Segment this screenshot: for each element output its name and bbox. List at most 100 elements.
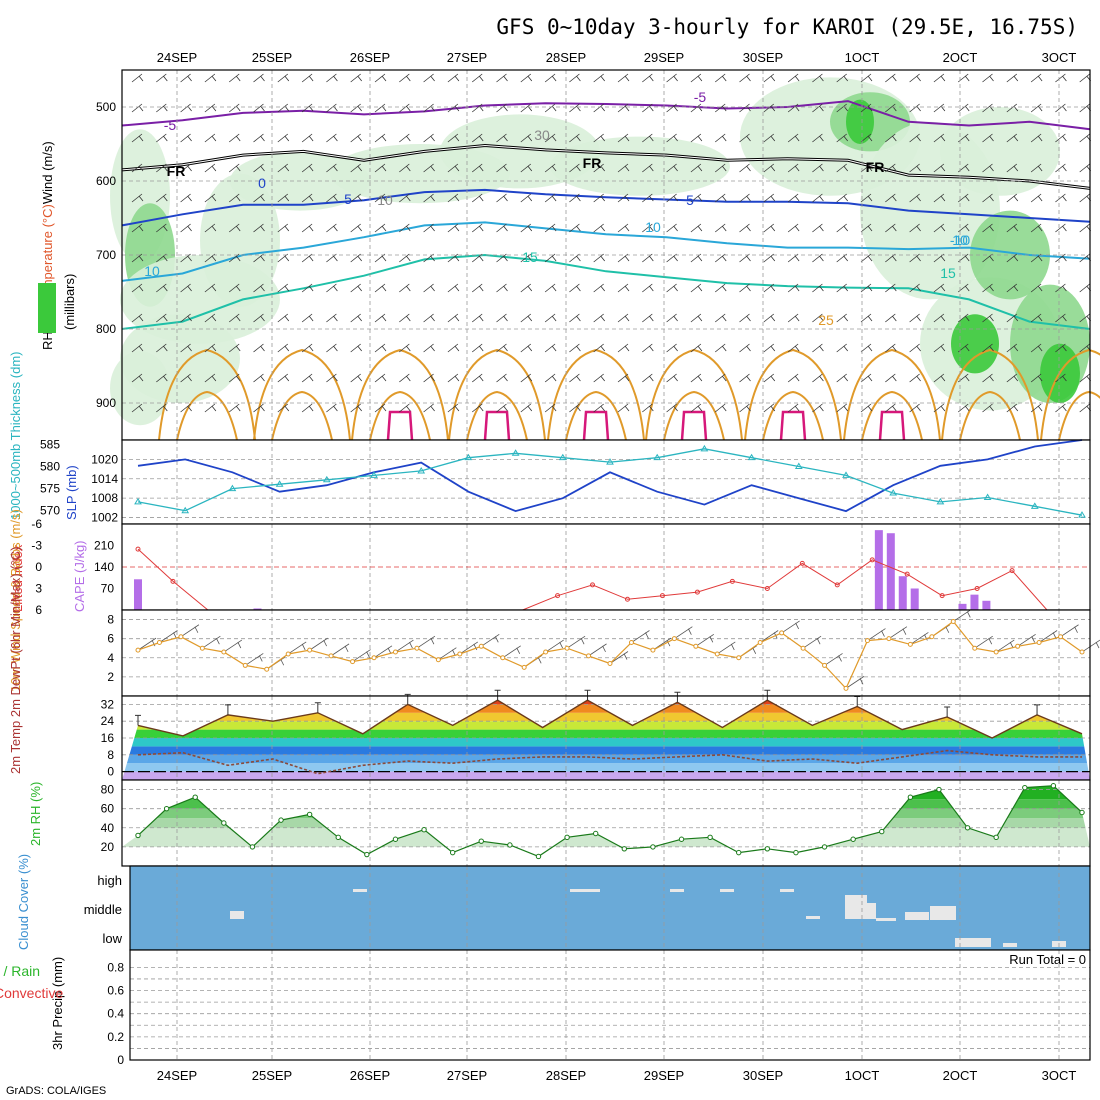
thickness-axis-label: 1000~500mb Thickness (dm) xyxy=(8,352,23,521)
wind-barb xyxy=(399,373,411,383)
wind10m-barb xyxy=(781,620,800,634)
rh2m-marker xyxy=(592,830,599,837)
wind-barb xyxy=(933,163,946,173)
wind-barb xyxy=(326,343,338,353)
wind-barb xyxy=(253,283,265,293)
wind-barb xyxy=(569,343,581,353)
wind-barb xyxy=(836,403,849,413)
cloud-block xyxy=(955,938,991,947)
wind-barb xyxy=(860,73,873,83)
wind-speed-marker xyxy=(1079,649,1085,655)
wind-barb xyxy=(374,403,387,413)
wind-barb xyxy=(909,313,921,323)
wind10m-barb xyxy=(223,639,243,653)
cape-tick: 210 xyxy=(94,539,114,553)
wind-barb xyxy=(520,193,533,203)
wind-barb xyxy=(447,343,460,353)
wind-barb xyxy=(544,73,557,83)
wind-barb xyxy=(763,373,776,383)
wind-barb xyxy=(131,403,144,413)
wind-barb xyxy=(423,313,435,323)
wind-speed-marker xyxy=(478,643,484,649)
wind-barb xyxy=(569,73,581,83)
cloud-panel: high middle low Cloud Cover (%) xyxy=(16,854,1091,951)
wind-barb xyxy=(982,283,994,293)
wind10m-barb xyxy=(245,653,264,666)
wind-barb xyxy=(739,193,751,203)
rh2m-marker xyxy=(335,834,341,841)
precip-tick: 0.4 xyxy=(107,1007,124,1021)
wind-barb xyxy=(885,73,897,83)
wind-barb xyxy=(836,223,849,233)
wind-barb xyxy=(374,193,387,203)
wind-barbs xyxy=(131,73,1092,413)
wind-barb xyxy=(277,133,290,143)
wind-barb xyxy=(253,223,265,233)
wind-barb xyxy=(423,193,435,203)
wind-barb xyxy=(471,223,484,233)
panel-grid xyxy=(122,70,1090,440)
precip-axis-label: 3hr Precip (mm) xyxy=(50,957,65,1050)
wind-barb xyxy=(520,283,533,293)
contour-arc-hot xyxy=(1058,390,1100,441)
cape-bar xyxy=(982,600,991,610)
wind-speed-marker xyxy=(435,657,441,663)
wind-barb xyxy=(714,223,727,233)
wind-barb xyxy=(253,193,265,203)
wind-barb xyxy=(642,313,654,323)
wind-barb xyxy=(399,223,411,233)
wind-speed-marker xyxy=(693,643,699,649)
wind-barb xyxy=(763,283,776,293)
slp-tick: 1008 xyxy=(91,491,118,505)
wind-barb xyxy=(666,193,678,203)
minmax-whisker xyxy=(224,704,231,715)
wind-barb xyxy=(787,223,800,233)
minmax-whisker xyxy=(135,714,141,726)
wind-barb xyxy=(204,163,217,173)
wind-barb xyxy=(253,313,265,323)
rh2m-marker xyxy=(1022,784,1028,791)
contour-arc-hot xyxy=(861,390,923,441)
wind-barb xyxy=(739,343,751,353)
wind-barb xyxy=(982,373,994,383)
wind-barb xyxy=(374,223,387,233)
minmax-whisker xyxy=(764,689,771,701)
wind-barb xyxy=(544,403,557,413)
temp-tick: 24 xyxy=(101,714,115,728)
date-label-bottom: 29SEP xyxy=(644,1068,684,1083)
wind-speed-marker xyxy=(757,639,763,645)
wind-barb xyxy=(350,193,363,203)
wind-barb xyxy=(520,163,533,173)
rh2m-marker xyxy=(1079,809,1085,816)
wind-barb xyxy=(1030,223,1043,233)
wind-barb xyxy=(180,403,192,413)
li-marker xyxy=(1009,568,1015,574)
rh2m-marker xyxy=(821,844,828,850)
wind-barb xyxy=(180,73,192,83)
wind-barb xyxy=(593,403,606,413)
wind-barb xyxy=(253,163,265,173)
cape-bar xyxy=(970,594,979,610)
wind-barb xyxy=(131,373,144,383)
wind-barb xyxy=(253,133,265,143)
wind-barb xyxy=(1030,283,1043,293)
wind-barb xyxy=(1006,373,1019,383)
contour-arc-hot xyxy=(466,390,528,441)
li-marker xyxy=(869,557,875,563)
wind-barb xyxy=(982,73,994,83)
wind-barb xyxy=(1030,73,1043,83)
date-label-top: 27SEP xyxy=(447,50,487,65)
wind-barb xyxy=(787,193,800,203)
wind-barb xyxy=(666,253,678,263)
wind-barb xyxy=(253,253,265,263)
wind-barb xyxy=(957,193,970,203)
wind-barb xyxy=(909,133,921,143)
wind-barb xyxy=(423,133,435,143)
date-label-top: 28SEP xyxy=(546,50,586,65)
wind-barb xyxy=(350,253,363,263)
wind-barb xyxy=(617,403,630,413)
contour-label: 30 xyxy=(534,127,550,143)
wind-barb xyxy=(617,163,630,173)
slp-tick: 1002 xyxy=(91,511,118,525)
